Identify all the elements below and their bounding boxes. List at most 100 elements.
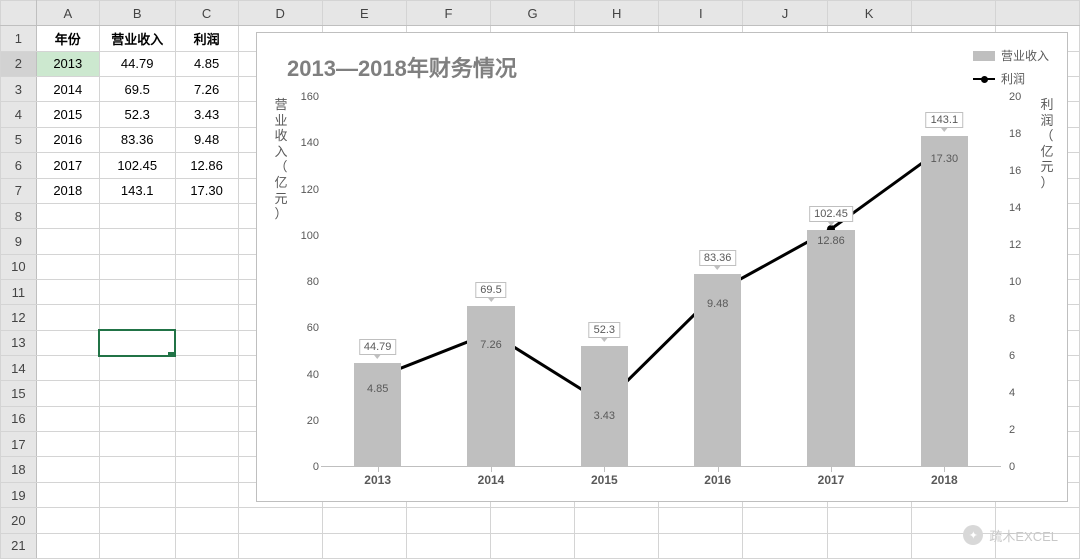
cell-A14[interactable] (36, 356, 99, 381)
col-header-I[interactable]: I (659, 1, 743, 26)
cell-A17[interactable] (36, 432, 99, 457)
cell-B14[interactable] (99, 356, 175, 381)
cell-E20[interactable] (322, 508, 406, 533)
cell-I20[interactable] (659, 508, 743, 533)
cell-C13[interactable] (175, 330, 238, 355)
cell-A18[interactable] (36, 457, 99, 482)
row-header-12[interactable]: 12 (1, 305, 37, 330)
row-header-14[interactable]: 14 (1, 356, 37, 381)
cell-B1[interactable]: 营业收入 (99, 26, 175, 51)
select-all-corner[interactable] (1, 1, 37, 26)
row-header-17[interactable]: 17 (1, 432, 37, 457)
col-header-G[interactable]: G (491, 1, 575, 26)
cell-B6[interactable]: 102.45 (99, 153, 175, 178)
combo-chart[interactable]: 2013—2018年财务情况 营业收入 利润 营业收入（亿元） 利润（亿元） 4… (256, 32, 1068, 502)
cell-K21[interactable] (827, 533, 911, 558)
cell-B17[interactable] (99, 432, 175, 457)
cell-C19[interactable] (175, 482, 238, 507)
cell-C9[interactable] (175, 229, 238, 254)
cell-A19[interactable] (36, 482, 99, 507)
cell-C8[interactable] (175, 203, 238, 228)
cell-A16[interactable] (36, 406, 99, 431)
cell-A11[interactable] (36, 279, 99, 304)
cell-A6[interactable]: 2017 (36, 153, 99, 178)
cell-B12[interactable] (99, 305, 175, 330)
cell-D21[interactable] (238, 533, 322, 558)
col-header-F[interactable]: F (406, 1, 490, 26)
cell-C6[interactable]: 12.86 (175, 153, 238, 178)
cell-B2[interactable]: 44.79 (99, 51, 175, 76)
cell-C1[interactable]: 利润 (175, 26, 238, 51)
cell-C15[interactable] (175, 381, 238, 406)
cell-B10[interactable] (99, 254, 175, 279)
cell-A4[interactable]: 2015 (36, 102, 99, 127)
cell-G20[interactable] (491, 508, 575, 533)
cell-B13[interactable] (99, 330, 175, 355)
cell-H21[interactable] (575, 533, 659, 558)
cell-C14[interactable] (175, 356, 238, 381)
cell-B7[interactable]: 143.1 (99, 178, 175, 203)
col-header-K[interactable]: K (827, 1, 911, 26)
row-header-18[interactable]: 18 (1, 457, 37, 482)
row-header-13[interactable]: 13 (1, 330, 37, 355)
cell-G21[interactable] (491, 533, 575, 558)
cell-A5[interactable]: 2016 (36, 127, 99, 152)
row-header-16[interactable]: 16 (1, 406, 37, 431)
cell-C4[interactable]: 3.43 (175, 102, 238, 127)
cell-B9[interactable] (99, 229, 175, 254)
cell-B16[interactable] (99, 406, 175, 431)
row-header-3[interactable]: 3 (1, 77, 37, 102)
row-header-20[interactable]: 20 (1, 508, 37, 533)
cell-C10[interactable] (175, 254, 238, 279)
cell-A2[interactable]: 2013 (36, 51, 99, 76)
cell-C12[interactable] (175, 305, 238, 330)
cell-C21[interactable] (175, 533, 238, 558)
cell-J20[interactable] (743, 508, 827, 533)
cell-C17[interactable] (175, 432, 238, 457)
cell-B20[interactable] (99, 508, 175, 533)
row-header-19[interactable]: 19 (1, 482, 37, 507)
cell-B4[interactable]: 52.3 (99, 102, 175, 127)
cell-J21[interactable] (743, 533, 827, 558)
cell-B15[interactable] (99, 381, 175, 406)
row-header-1[interactable]: 1 (1, 26, 37, 51)
cell-A20[interactable] (36, 508, 99, 533)
cell-B5[interactable]: 83.36 (99, 127, 175, 152)
col-header-J[interactable]: J (743, 1, 827, 26)
cell-A9[interactable] (36, 229, 99, 254)
cell-C7[interactable]: 17.30 (175, 178, 238, 203)
col-header-D[interactable]: D (238, 1, 322, 26)
cell-A1[interactable]: 年份 (36, 26, 99, 51)
cell-A8[interactable] (36, 203, 99, 228)
cell-C11[interactable] (175, 279, 238, 304)
cell-K20[interactable] (827, 508, 911, 533)
cell-C5[interactable]: 9.48 (175, 127, 238, 152)
cell-D20[interactable] (238, 508, 322, 533)
row-header-15[interactable]: 15 (1, 381, 37, 406)
col-header-A[interactable]: A (36, 1, 99, 26)
cell-B19[interactable] (99, 482, 175, 507)
cell-B8[interactable] (99, 203, 175, 228)
cell-A13[interactable] (36, 330, 99, 355)
row-header-11[interactable]: 11 (1, 279, 37, 304)
fill-handle[interactable] (168, 352, 174, 356)
row-header-2[interactable]: 2 (1, 51, 37, 76)
cell-A7[interactable]: 2018 (36, 178, 99, 203)
cell-A12[interactable] (36, 305, 99, 330)
cell-C16[interactable] (175, 406, 238, 431)
cell-C18[interactable] (175, 457, 238, 482)
cell-A3[interactable]: 2014 (36, 77, 99, 102)
row-header-4[interactable]: 4 (1, 102, 37, 127)
cell-A15[interactable] (36, 381, 99, 406)
cell-C3[interactable]: 7.26 (175, 77, 238, 102)
row-header-6[interactable]: 6 (1, 153, 37, 178)
col-header-E[interactable]: E (322, 1, 406, 26)
row-header-8[interactable]: 8 (1, 203, 37, 228)
cell-A10[interactable] (36, 254, 99, 279)
cell-C2[interactable]: 4.85 (175, 51, 238, 76)
cell-C20[interactable] (175, 508, 238, 533)
cell-H20[interactable] (575, 508, 659, 533)
row-header-9[interactable]: 9 (1, 229, 37, 254)
cell-I21[interactable] (659, 533, 743, 558)
cell-F20[interactable] (406, 508, 490, 533)
